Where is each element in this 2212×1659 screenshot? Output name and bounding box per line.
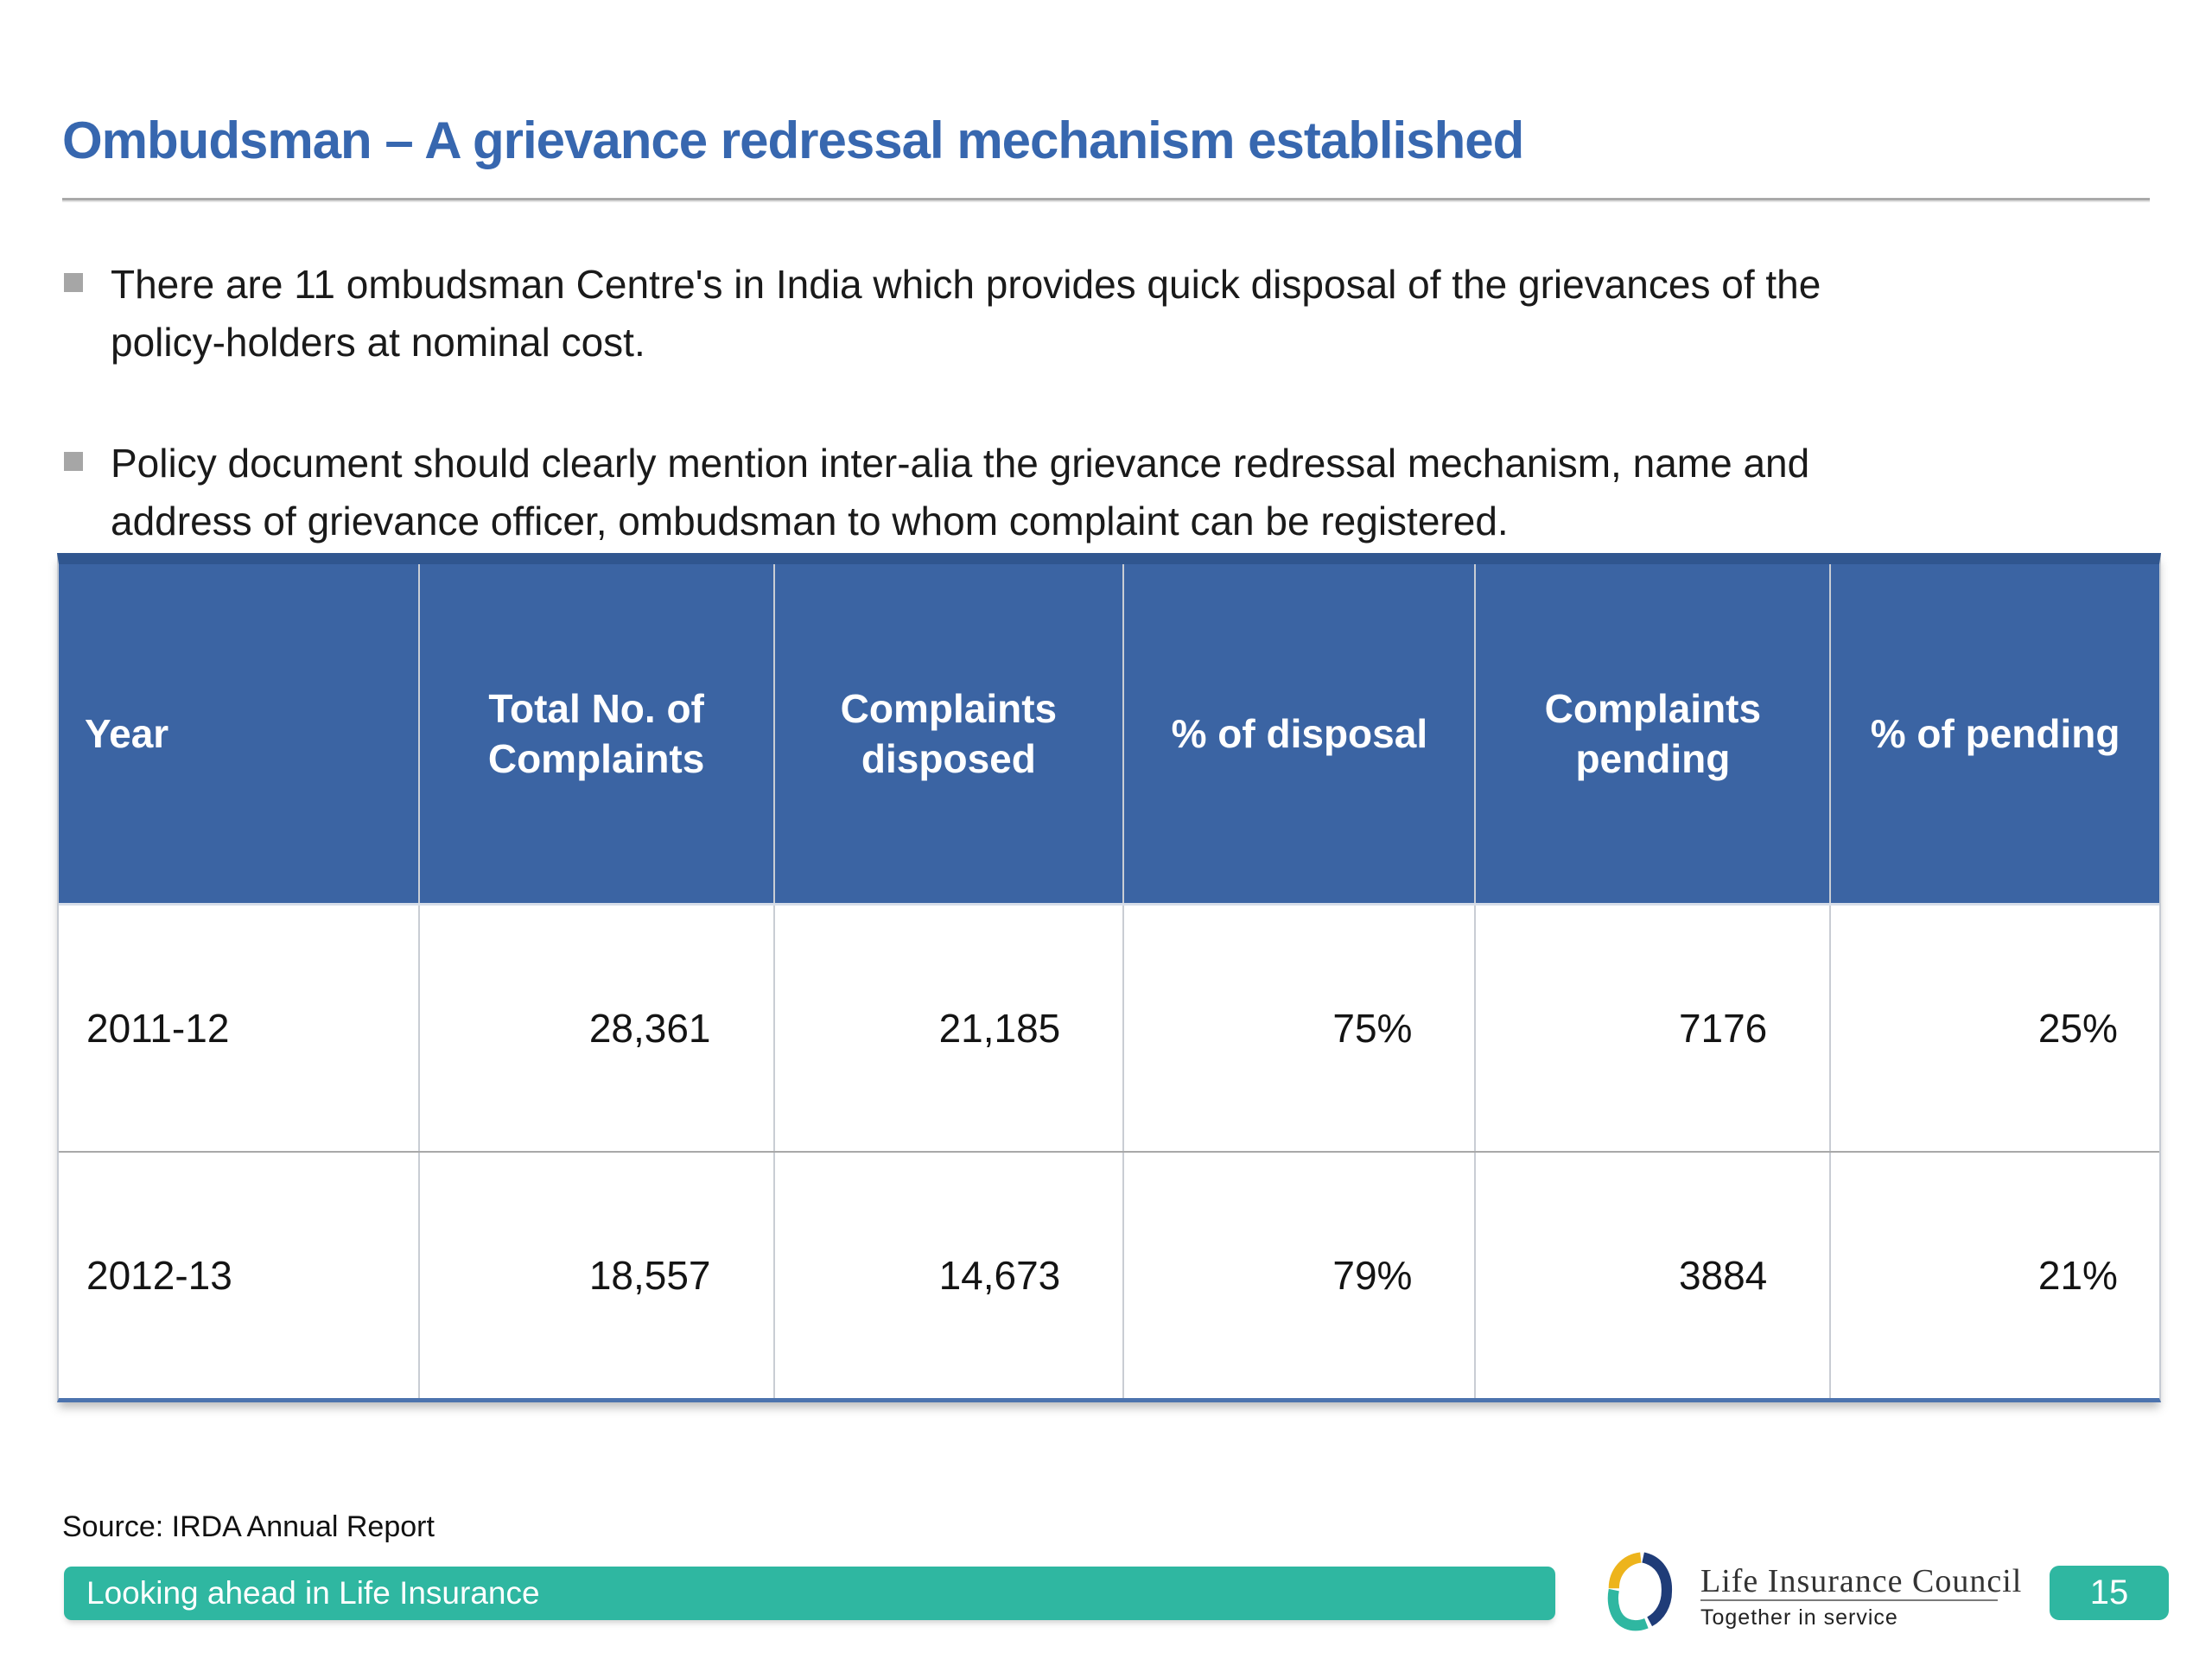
table-cell: 3884	[1474, 1153, 1829, 1398]
table-row: 2012-13 18,557 14,673 79% 3884 21%	[59, 1151, 2159, 1398]
header-label: Year	[85, 711, 169, 756]
header-label: % of pending	[1870, 711, 2120, 756]
bullet-line: address of grievance officer, ombudsman …	[111, 499, 1509, 543]
council-underline	[1700, 1599, 1998, 1601]
table-cell: 21%	[1829, 1153, 2159, 1398]
table-cell: 25%	[1829, 906, 2159, 1151]
table-header-row: Year Total No. of Complaints Complaints …	[59, 564, 2159, 906]
title-rule	[62, 198, 2150, 202]
bullet-item: Policy document should clearly mention i…	[62, 435, 2145, 550]
header-label: Complaints	[487, 736, 705, 781]
header-cell-complaints-disposed: Complaints disposed	[772, 564, 1123, 903]
table-cell: 28,361	[417, 906, 773, 1151]
logo-arc-teal	[1607, 1588, 1649, 1631]
bullet-square-icon	[64, 452, 83, 471]
header-cell-complaints-pending: Complaints pending	[1474, 564, 1829, 903]
page-title: Ombudsman – A grievance redressal mechan…	[62, 111, 1524, 169]
complaints-table: Year Total No. of Complaints Complaints …	[57, 553, 2161, 1402]
header-label: % of disposal	[1171, 711, 1428, 756]
footer-banner: Looking ahead in Life Insurance	[64, 1567, 1555, 1620]
source-note: Source: IRDA Annual Report	[62, 1510, 435, 1543]
header-label: Complaints	[1544, 686, 1762, 731]
header-cell-total-complaints: Total No. of Complaints	[417, 564, 773, 903]
table-cell: 7176	[1474, 906, 1829, 1151]
council-tagline: Together in service	[1700, 1605, 1898, 1630]
bullet-line: There are 11 ombudsman Centre's in India…	[111, 262, 1821, 307]
table-cell: 79%	[1122, 1153, 1474, 1398]
logo-arc-yellow	[1608, 1552, 1642, 1589]
header-label: pending	[1575, 736, 1731, 781]
logo-arc-navy	[1641, 1552, 1673, 1627]
table-cell: 2012-13	[86, 1253, 232, 1298]
table-cell: 14,673	[772, 1153, 1123, 1398]
header-cell-year: Year	[59, 564, 418, 903]
table-cell: 18,557	[417, 1153, 773, 1398]
table-cell: 2011-12	[86, 1006, 230, 1051]
header-cell-pct-disposal: % of disposal	[1122, 564, 1474, 903]
bullet-item: There are 11 ombudsman Centre's in India…	[62, 256, 2145, 372]
header-label: Complaints	[840, 686, 1058, 731]
table-row: 2011-12 28,361 21,185 75% 7176 25%	[59, 906, 2159, 1151]
bullet-line: policy-holders at nominal cost.	[111, 320, 645, 365]
banner-label: Looking ahead in Life Insurance	[86, 1575, 540, 1611]
page-number-badge: 15	[2050, 1566, 2169, 1620]
bullet-line: Policy document should clearly mention i…	[111, 441, 1810, 486]
bullet-square-icon	[64, 273, 83, 292]
table-cell: 75%	[1122, 906, 1474, 1151]
council-logo-icon	[1607, 1552, 1673, 1631]
council-name: Life Insurance Council	[1700, 1563, 2023, 1599]
header-cell-pct-pending: % of pending	[1829, 564, 2159, 903]
table-cell: 21,185	[772, 906, 1123, 1151]
header-label: Total No. of	[488, 686, 704, 731]
header-label: disposed	[861, 736, 1036, 781]
bullet-list: There are 11 ombudsman Centre's in India…	[62, 256, 2145, 613]
